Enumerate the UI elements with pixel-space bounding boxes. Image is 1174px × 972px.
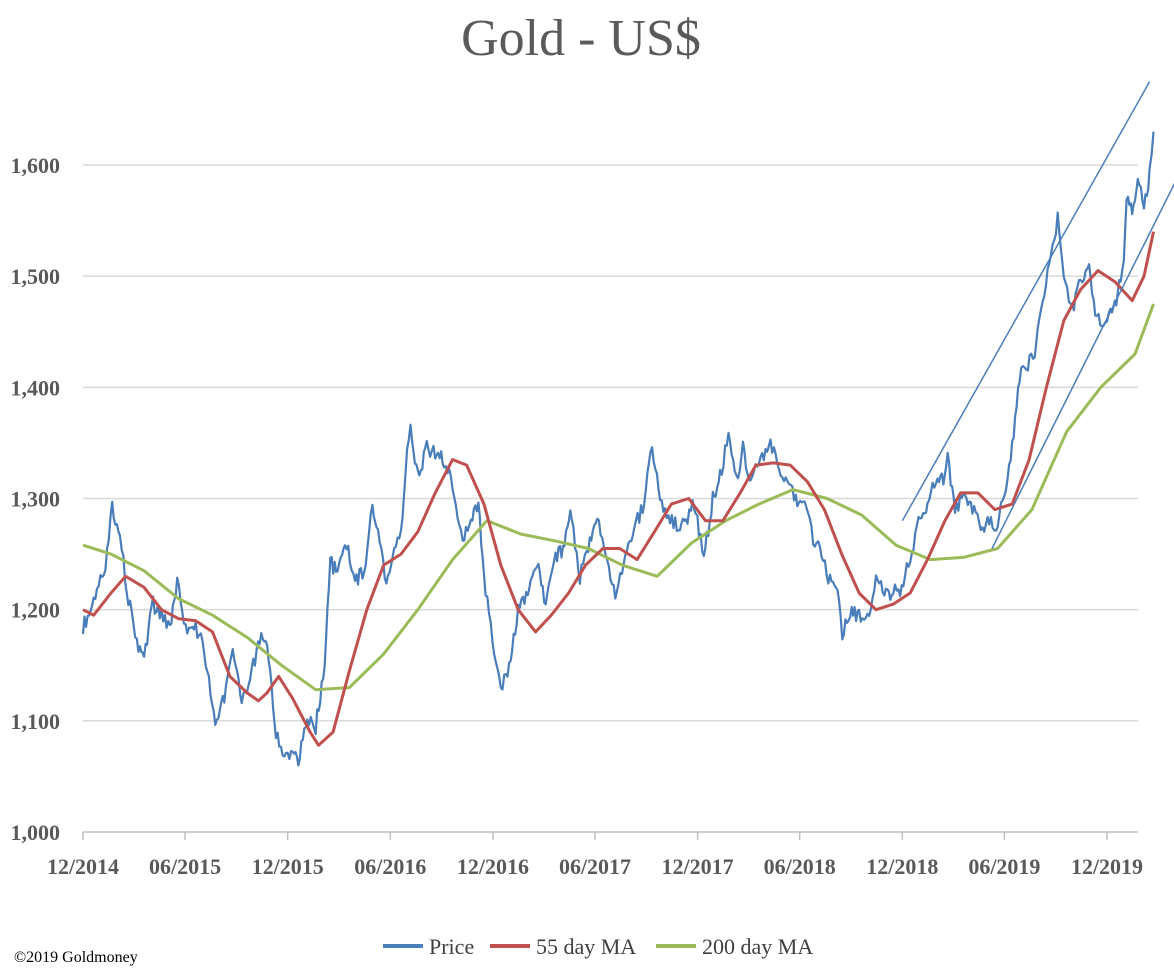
x-tick-label: 12/2018 [866,854,938,879]
x-tick-label: 12/2017 [662,854,734,879]
y-axis-ticks: 1,000 1,100 1,200 1,300 1,400 1,500 1,600 [11,153,61,845]
copyright-text: ©2019 Goldmoney [14,949,138,966]
y-tick-label: 1,100 [11,709,61,734]
y-tick-label: 1,300 [11,487,61,512]
x-axis-ticks: 12/2014 06/2015 12/2015 06/2016 12/2016 06/20… [47,832,1143,879]
series-layer [81,131,1155,767]
x-tick-label: 06/2015 [149,854,221,879]
200-day-ma-line [82,303,1155,692]
y-tick-label: 1,400 [11,375,61,400]
y-tick-label: 1,500 [11,264,61,289]
legend-label: 200 day MA [702,934,813,959]
gridlines [83,164,1138,722]
y-tick-label: 1,600 [11,153,61,178]
trend-channel-line [901,81,1151,522]
x-tick-label: 12/2016 [457,854,529,879]
x-tick-label: 06/2018 [764,854,836,879]
chart-title: Gold - US$ [461,10,701,67]
y-tick-label: 1,200 [11,598,61,623]
trend-channel-line [991,182,1174,549]
x-tick-label: 06/2019 [968,854,1040,879]
55-day-ma-line [82,231,1155,747]
y-tick-label: 1,000 [11,820,61,845]
x-tick-label: 06/2017 [559,854,631,879]
legend-label: Price [429,934,474,959]
x-tick-label: 12/2014 [47,854,119,879]
trendlines [901,81,1174,549]
price-line [81,131,1155,767]
x-tick-label: 06/2016 [354,854,426,879]
x-tick-label: 12/2019 [1071,854,1143,879]
legend: Price 55 day MA 200 day MA [383,934,813,959]
x-tick-label: 12/2015 [252,854,324,879]
legend-label: 55 day MA [536,934,636,959]
